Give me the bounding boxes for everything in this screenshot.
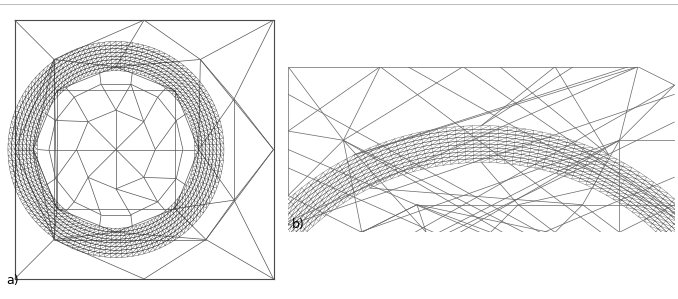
Text: a): a) [6, 274, 19, 287]
Text: b): b) [292, 218, 305, 231]
